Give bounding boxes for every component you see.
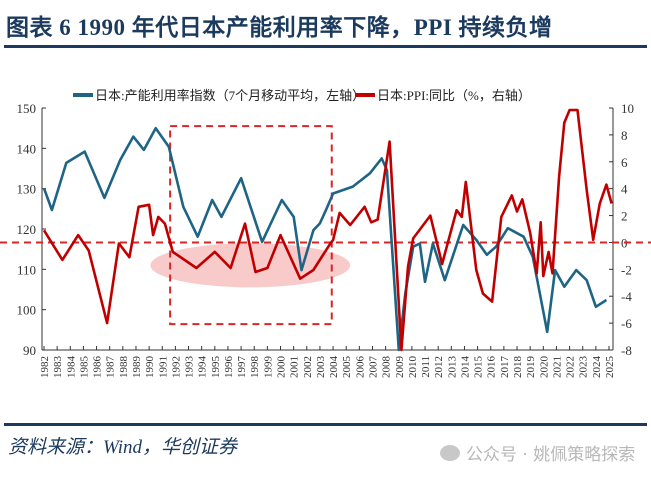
x-tick-label: 1983: [52, 356, 64, 379]
x-tick-label: 2000: [276, 356, 288, 379]
right-tick-label: 4: [621, 182, 628, 197]
x-tick-label: 2014: [459, 356, 471, 379]
right-tick-label: 2: [621, 209, 628, 224]
legend-label-capacity: 日本:产能利用率指数（7个月移动平均，左轴）: [95, 88, 365, 103]
right-tick-label: 8: [621, 128, 628, 143]
right-tick-label: -2: [621, 262, 632, 277]
right-tick-label: -4: [621, 289, 632, 304]
left-tick-label: 150: [17, 101, 37, 116]
left-tick-label: 130: [17, 182, 37, 197]
x-tick-label: 2016: [486, 356, 498, 379]
x-tick-label: 2005: [341, 356, 353, 379]
right-tick-label: -6: [621, 316, 632, 331]
x-tick-label: 2012: [433, 356, 445, 378]
x-tick-label: 1986: [92, 356, 104, 379]
x-tick-label: 2010: [407, 356, 419, 379]
watermark-text: 公众号 · 姚佩策略探索: [466, 445, 636, 465]
left-tick-label: 90: [23, 343, 36, 358]
x-tick-label: 1990: [144, 356, 156, 379]
x-tick-label: 1998: [249, 356, 261, 379]
highlight-box: [169, 125, 333, 326]
x-tick-label: 2001: [289, 356, 301, 378]
title-divider: [4, 45, 647, 48]
x-tick-label: 2017: [499, 356, 511, 379]
x-tick-label: 2020: [538, 356, 550, 379]
source-note: 资料来源：Wind，华创证券: [8, 437, 238, 458]
series-line-capacity: [42, 126, 608, 352]
x-tick-label: 2019: [525, 356, 537, 379]
left-tick-label: 140: [17, 141, 37, 156]
right-tick-label: 10: [621, 101, 634, 116]
left-tick-label: 120: [17, 222, 37, 237]
x-tick-label: 1995: [210, 356, 222, 379]
chart: 90100110120130140150-8-6-4-2024681019821…: [0, 88, 651, 379]
legend-label-ppi: 日本:PPI:同比（%，右轴）: [377, 88, 531, 103]
figure-title: 图表 6 1990 年代日本产能利用率下降，PPI 持续负增: [6, 15, 553, 40]
left-tick-label: 110: [17, 262, 36, 277]
series-line-ppi: [42, 108, 613, 352]
x-tick-label: 1991: [157, 356, 169, 378]
x-tick-label: 2025: [604, 356, 616, 379]
x-tick-label: 1994: [197, 356, 209, 379]
x-tick-label: 2008: [381, 356, 393, 379]
x-tick-label: 1992: [170, 356, 182, 378]
left-tick-label: 100: [17, 303, 37, 318]
x-tick-label: 1997: [236, 356, 248, 379]
x-tick-label: 1988: [118, 356, 130, 379]
x-tick-label: 2004: [328, 356, 340, 379]
x-tick-label: 2007: [367, 356, 379, 379]
right-tick-label: 6: [621, 155, 628, 170]
x-tick-label: 1993: [184, 356, 196, 379]
x-tick-label: 1989: [131, 356, 143, 379]
x-tick-label: 1982: [39, 356, 51, 378]
x-tick-label: 2022: [565, 356, 577, 378]
x-tick-label: 2024: [591, 356, 603, 379]
right-tick-label: -8: [621, 343, 632, 358]
x-tick-label: 2009: [394, 356, 406, 379]
x-tick-label: 1985: [78, 356, 90, 379]
x-tick-label: 2021: [551, 356, 563, 378]
x-tick-label: 1984: [65, 356, 77, 379]
x-tick-label: 1987: [105, 356, 117, 379]
wechat-icon: [440, 444, 460, 461]
x-tick-label: 2023: [578, 356, 590, 379]
x-tick-label: 2011: [420, 356, 432, 378]
x-tick-label: 2002: [302, 356, 314, 378]
x-tick-label: 2015: [473, 356, 485, 379]
x-tick-label: 2006: [354, 356, 366, 379]
x-tick-label: 1999: [262, 356, 274, 379]
x-tick-label: 2013: [446, 356, 458, 379]
watermark: 公众号 · 姚佩策略探索: [440, 440, 635, 465]
footer-divider: [4, 423, 647, 426]
x-tick-label: 2003: [315, 356, 327, 379]
x-tick-label: 1996: [223, 356, 235, 379]
x-tick-label: 2018: [512, 356, 524, 379]
